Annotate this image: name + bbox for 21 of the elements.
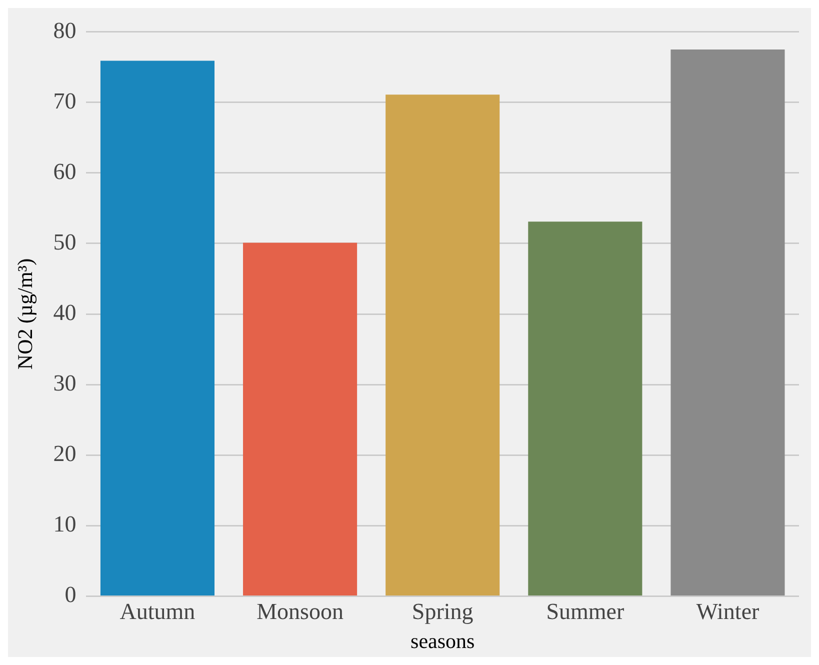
y-tick-label: 20 <box>53 441 76 466</box>
y-tick-label: 10 <box>53 512 76 537</box>
y-axis-title: NO2 (µg/m³) <box>13 258 38 370</box>
bar <box>386 94 500 596</box>
x-tick-label: Monsoon <box>256 599 344 624</box>
y-tick-label: 0 <box>64 582 76 608</box>
y-tick-label: 30 <box>53 370 76 396</box>
bar <box>100 60 215 596</box>
bar <box>243 242 358 596</box>
x-axis-title: seasons <box>410 628 475 653</box>
y-tick-label: 60 <box>53 158 76 184</box>
y-tick-label: 50 <box>53 229 76 254</box>
x-tick-label: Summer <box>546 599 624 624</box>
x-tick-label: Winter <box>696 599 760 624</box>
bar <box>528 222 642 596</box>
x-tick-label: Spring <box>412 599 474 624</box>
x-tick-label: Autumn <box>120 599 196 624</box>
y-tick-label: 40 <box>53 300 76 326</box>
y-tick-label: 80 <box>53 18 76 43</box>
y-tick-label: 70 <box>53 88 76 114</box>
bar <box>670 49 785 596</box>
